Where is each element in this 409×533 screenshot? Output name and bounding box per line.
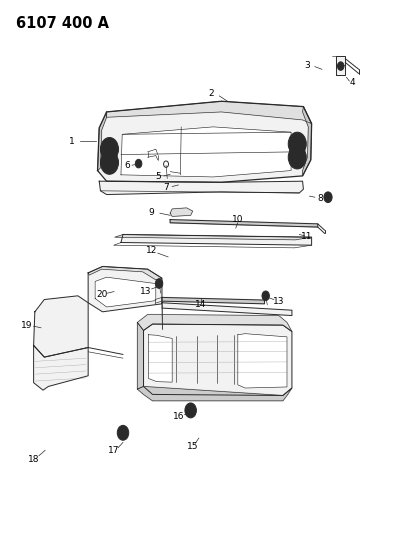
Polygon shape — [170, 208, 192, 216]
Polygon shape — [302, 107, 311, 176]
Polygon shape — [121, 235, 311, 245]
Text: 6107 400 A: 6107 400 A — [16, 16, 109, 31]
Text: 5: 5 — [155, 173, 160, 181]
Text: 14: 14 — [195, 301, 206, 309]
Circle shape — [117, 425, 128, 440]
Polygon shape — [88, 266, 162, 280]
Text: 7: 7 — [163, 183, 169, 192]
Text: 16: 16 — [172, 413, 184, 421]
Text: 9: 9 — [148, 208, 154, 216]
Circle shape — [288, 132, 306, 156]
Polygon shape — [143, 324, 291, 395]
Text: 3: 3 — [304, 61, 310, 69]
Polygon shape — [335, 56, 344, 75]
Polygon shape — [137, 322, 143, 389]
Polygon shape — [137, 314, 291, 332]
Text: 12: 12 — [146, 246, 157, 255]
Polygon shape — [115, 235, 311, 240]
Circle shape — [184, 403, 196, 418]
Circle shape — [155, 279, 162, 288]
Polygon shape — [121, 127, 290, 177]
Circle shape — [100, 151, 118, 174]
Circle shape — [337, 62, 343, 70]
Text: 6: 6 — [124, 161, 130, 169]
Polygon shape — [148, 335, 172, 382]
Polygon shape — [237, 334, 286, 388]
Text: 20: 20 — [96, 290, 107, 298]
Text: 11: 11 — [300, 232, 312, 241]
Text: 19: 19 — [21, 321, 32, 329]
Circle shape — [288, 146, 306, 169]
Polygon shape — [97, 112, 106, 171]
Polygon shape — [170, 220, 317, 227]
Text: 13: 13 — [272, 297, 284, 306]
Text: 2: 2 — [208, 89, 213, 98]
Polygon shape — [95, 277, 155, 307]
Text: 17: 17 — [108, 447, 119, 455]
Polygon shape — [162, 297, 264, 304]
Text: 13: 13 — [139, 287, 151, 295]
Text: 15: 15 — [187, 442, 198, 451]
Polygon shape — [162, 303, 291, 316]
Circle shape — [261, 291, 269, 301]
Polygon shape — [106, 101, 311, 124]
Text: 1: 1 — [69, 137, 74, 146]
Text: 4: 4 — [349, 78, 355, 87]
Polygon shape — [137, 386, 291, 401]
Polygon shape — [34, 345, 88, 390]
Polygon shape — [99, 181, 303, 195]
Polygon shape — [34, 296, 88, 357]
Polygon shape — [97, 101, 311, 182]
Polygon shape — [88, 266, 162, 312]
Text: 10: 10 — [231, 215, 243, 224]
Text: 18: 18 — [28, 455, 39, 464]
Circle shape — [100, 138, 118, 161]
Circle shape — [323, 192, 331, 203]
Circle shape — [135, 159, 142, 168]
Text: 8: 8 — [316, 194, 322, 203]
